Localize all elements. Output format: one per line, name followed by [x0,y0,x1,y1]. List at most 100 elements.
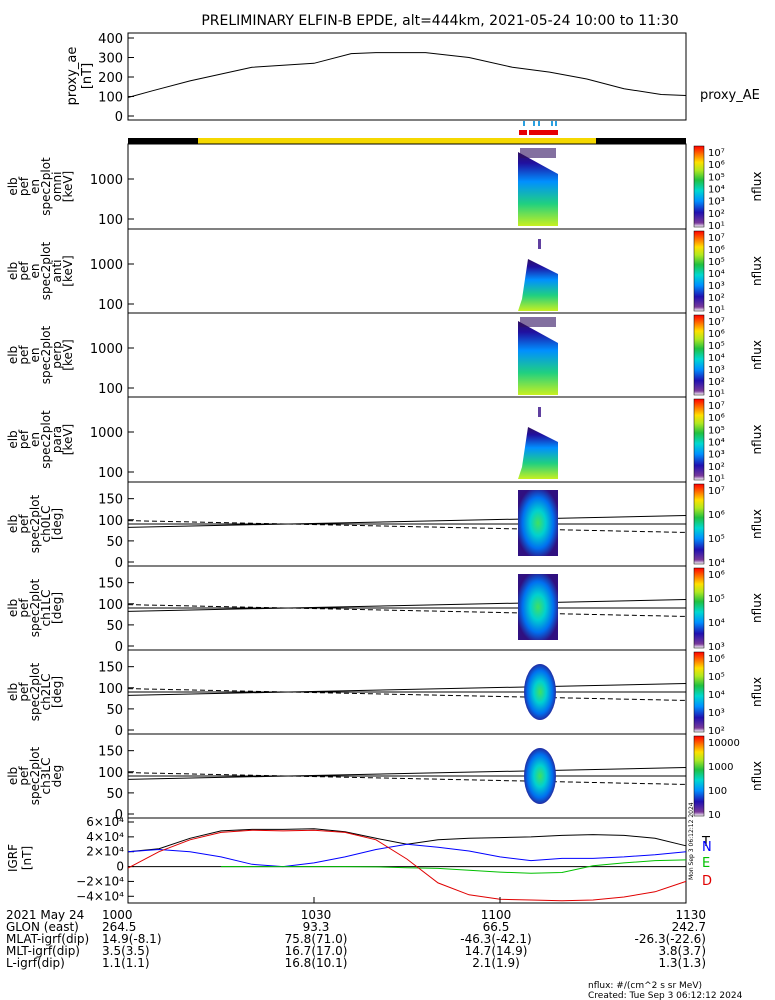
ae-panel: 400 300 200 100 0 proxy_ae [nT] proxy_AE [65,32,760,125]
time-row-value: 14.7(14.9) [465,944,528,958]
perp-frame [127,312,687,398]
ch0LC-colorbar [693,483,705,565]
ch3LC-colorbar [693,735,705,817]
omni-colorbar-tick: 10⁴ [708,185,725,196]
perp-ylabel-line: spec2plot [39,325,53,384]
perp-colorbar-tick: 10⁷ [708,317,725,328]
time-row-label: GLON (east) [6,920,79,934]
time-row-value: 1000 [102,908,133,922]
time-row-value: -26.3(-22.6) [635,932,706,946]
igrf-legend-T: T [701,835,710,850]
ch3LC-colorbar-tick: 10000 [708,738,740,749]
ch1LC-pitch-patch [518,574,558,640]
ch2LC-ylabel-line: [deg] [50,676,64,708]
anti-colorbar-label: nflux [750,256,764,286]
ch1LC-anti-loss-cone-line [127,604,687,617]
perp-colorbar-tick: 10² [708,377,725,388]
anti-ylabel-line: en [28,264,42,279]
marker-tick-3 [538,121,540,126]
time-row-label: L-igrf(dip) [6,956,65,970]
igrf-ylabel-2: [nT] [20,846,34,870]
perp-ylabel-line: [keV] [61,339,75,370]
ch2LC-ytick-label: 50 [106,703,123,718]
igrf-side-note: Mon Sep 3 06:12:12 2024 [688,802,695,880]
ch0LC-ylabel-line: pef [17,514,31,534]
ch2LC-colorbar-label: nflux [750,677,764,707]
time-row-value: 1100 [481,908,512,922]
ae-ytick-label: 300 [98,52,123,67]
igrf-frame [127,817,687,904]
igrf-legend-N: N [702,840,712,855]
time-row-value: 1130 [675,908,706,922]
perp-colorbar-label: nflux [750,340,764,370]
ae-ylabel-2: [nT] [80,63,95,89]
igrf-ytick-label: 0 [116,860,124,874]
omni-spectrum-noise [520,148,556,158]
ch2LC-anti-loss-cone-line [127,688,687,701]
ch2LC-ytick-label: 150 [98,661,123,676]
ch3LC-ytick-label: 100 [98,766,123,781]
anti-colorbar-tick: 10⁷ [708,233,725,244]
time-row-value: 66.5 [483,920,510,934]
ae-ytick-label: 0 [115,110,123,125]
omni-ylabel-line: spec2plot [39,157,53,216]
status-bar-night-right [596,138,686,144]
anti-colorbar [693,230,705,312]
omni-colorbar-tick: 10³ [708,197,725,208]
igrf-ytick-label: 2×10⁴ [86,845,124,859]
time-row-value: 1030 [301,908,332,922]
time-row-value: 3.8(3.7) [658,944,706,958]
para-colorbar-tick: 10² [708,462,725,473]
para-colorbar-tick: 10³ [708,450,725,461]
ch3LC-ylabel-line: spec2plot [28,746,42,805]
para-colorbar-tick: 10⁷ [708,401,725,412]
ch1LC-colorbar-tick: 10⁵ [708,594,725,605]
para-colorbar-tick: 10⁴ [708,438,725,449]
para-frame [127,396,687,483]
anti-ylabel-line: spec2plot [39,241,53,300]
ch1LC-ylabel-line: elb [6,599,20,617]
ch2LC-colorbar-tick: 10⁵ [708,672,725,683]
omni-colorbar-label: nflux [750,172,764,202]
perp-colorbar-tick: 10¹ [708,389,725,400]
ch1LC-ylabel-line: [deg] [50,592,64,624]
ch2LC-ylabel-line: spec2plot [28,662,42,721]
perp-colorbar-tick: 10⁵ [708,341,725,352]
ch2LC-colorbar-tick: 10² [708,726,725,737]
time-row-value: 1.3(1.3) [658,956,706,970]
ch2LC-pitch-patch [524,664,556,720]
ch3LC-anti-loss-cone-line [127,772,687,785]
omni-colorbar-tick: 10⁵ [708,172,725,183]
para-colorbar-tick: 10⁵ [708,425,725,436]
ch0LC-ytick-label: 50 [106,535,123,550]
figure-title: PRELIMINARY ELFIN-B EPDE, alt=444km, 202… [201,13,678,29]
ch0LC-ylabel-line: ch0LC [39,506,53,543]
time-row-value: 16.7(17.0) [285,944,348,958]
anti-spectrum-noise [538,239,541,249]
ch3LC-ylabel-line: elb [6,767,20,785]
ae-ytick-label: 400 [98,32,123,47]
omni-ylabel-line: omni [50,172,64,202]
ae-yticks: 400 300 200 100 0 [98,32,134,125]
perp-colorbar-tick: 10⁶ [708,329,725,340]
time-row-value: 1.1(1.1) [102,956,150,970]
omni-ylabel-line: elb [6,177,20,195]
igrf-line-T [127,828,687,853]
igrf-legend-D: D [702,874,712,889]
anti-ytick-label: 1000 [90,258,123,273]
collection-marker-2 [529,130,558,135]
marker-tick-1 [523,121,525,126]
ch1LC-ytick-label: 150 [98,577,123,592]
para-colorbar [693,398,705,481]
omni-ytick-label: 1000 [90,173,123,188]
ae-ytick-label: 200 [98,71,123,86]
ch0LC-colorbar-tick: 10⁵ [708,534,725,545]
ch2LC-colorbar [693,651,705,733]
time-row-value: 2.1(1.9) [472,956,520,970]
anti-spectrum-patch [518,259,558,311]
marker-tick-4 [551,121,553,126]
